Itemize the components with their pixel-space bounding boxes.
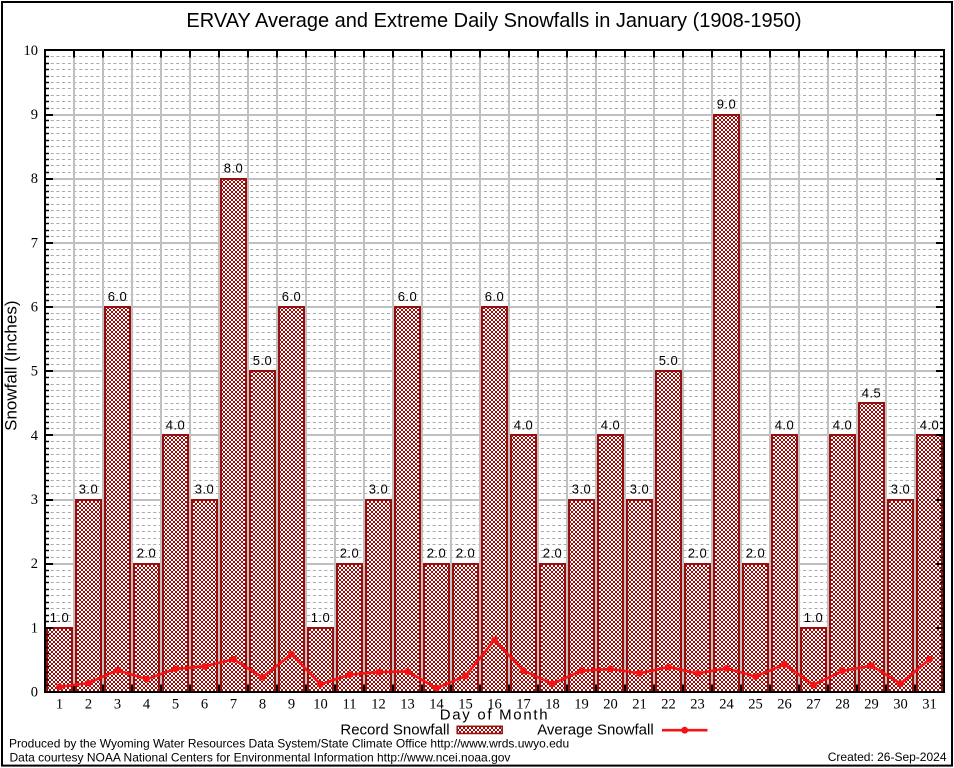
svg-text:5: 5: [31, 364, 38, 380]
svg-text:1.0: 1.0: [804, 610, 824, 625]
svg-text:6.0: 6.0: [485, 289, 505, 304]
svg-text:3: 3: [114, 697, 121, 713]
svg-text:15: 15: [458, 697, 473, 713]
svg-text:ERVAY Average and Extreme Dail: ERVAY Average and Extreme Daily Snowfall…: [186, 10, 801, 32]
svg-text:12: 12: [371, 697, 386, 713]
svg-text:2.0: 2.0: [688, 546, 708, 561]
svg-text:4.0: 4.0: [166, 417, 186, 432]
svg-text:17: 17: [516, 697, 531, 713]
svg-text:Record Snowfall: Record Snowfall: [340, 722, 449, 739]
svg-text:20: 20: [603, 697, 618, 713]
svg-text:7: 7: [230, 697, 237, 713]
svg-text:4.0: 4.0: [833, 417, 853, 432]
svg-text:Produced by the Wyoming Water: Produced by the Wyoming Water Resources …: [9, 736, 569, 750]
svg-text:4: 4: [143, 697, 151, 713]
svg-text:28: 28: [835, 697, 850, 713]
svg-text:3.0: 3.0: [369, 482, 389, 497]
svg-text:4.0: 4.0: [775, 417, 795, 432]
svg-text:6.0: 6.0: [282, 289, 302, 304]
svg-text:6.0: 6.0: [108, 289, 128, 304]
svg-text:2.0: 2.0: [746, 546, 766, 561]
svg-text:23: 23: [690, 697, 705, 713]
svg-text:21: 21: [632, 697, 647, 713]
svg-text:1: 1: [56, 697, 63, 713]
svg-text:2: 2: [85, 697, 92, 713]
svg-text:1.0: 1.0: [50, 610, 70, 625]
svg-text:1.0: 1.0: [311, 610, 331, 625]
svg-text:11: 11: [343, 697, 357, 713]
svg-text:5.0: 5.0: [253, 353, 273, 368]
svg-text:6.0: 6.0: [398, 289, 418, 304]
svg-text:1: 1: [31, 620, 38, 636]
svg-text:8: 8: [31, 171, 38, 187]
svg-text:0: 0: [31, 685, 38, 701]
svg-text:Created: 26-Sep-2024: Created: 26-Sep-2024: [828, 750, 947, 764]
svg-text:4: 4: [31, 428, 39, 444]
svg-text:27: 27: [806, 697, 821, 713]
svg-text:26: 26: [777, 697, 792, 713]
svg-text:16: 16: [487, 697, 502, 713]
svg-text:3.0: 3.0: [572, 482, 592, 497]
svg-text:Average Snowfall: Average Snowfall: [537, 722, 653, 739]
svg-text:6: 6: [31, 300, 38, 316]
svg-text:4.0: 4.0: [601, 417, 621, 432]
svg-text:7: 7: [31, 235, 38, 251]
svg-text:5: 5: [172, 697, 179, 713]
svg-text:4.5: 4.5: [862, 385, 882, 400]
svg-text:9: 9: [288, 697, 295, 713]
svg-text:13: 13: [400, 697, 415, 713]
svg-text:Snowfall (Inches): Snowfall (Inches): [2, 301, 21, 431]
svg-text:18: 18: [545, 697, 560, 713]
svg-text:10: 10: [313, 697, 328, 713]
svg-text:3.0: 3.0: [891, 482, 911, 497]
svg-text:3: 3: [31, 492, 38, 508]
svg-text:4.0: 4.0: [920, 417, 940, 432]
svg-text:30: 30: [893, 697, 908, 713]
svg-text:2.0: 2.0: [137, 546, 157, 561]
svg-text:19: 19: [574, 697, 589, 713]
svg-text:6: 6: [201, 697, 208, 713]
svg-text:8: 8: [259, 697, 266, 713]
svg-text:10: 10: [24, 43, 39, 59]
svg-text:14: 14: [429, 697, 444, 713]
svg-text:22: 22: [661, 697, 676, 713]
svg-text:Day of Month: Day of Month: [440, 707, 550, 724]
svg-text:Data courtesy NOAA National Ce: Data courtesy NOAA National Centers for …: [10, 750, 511, 764]
svg-text:8.0: 8.0: [224, 161, 244, 176]
svg-text:2: 2: [31, 556, 38, 572]
svg-text:29: 29: [864, 697, 879, 713]
svg-text:3.0: 3.0: [79, 482, 99, 497]
svg-text:2.0: 2.0: [456, 546, 476, 561]
svg-text:5.0: 5.0: [659, 353, 679, 368]
svg-text:9.0: 9.0: [717, 97, 737, 112]
svg-text:4.0: 4.0: [514, 417, 534, 432]
svg-text:9: 9: [31, 107, 38, 123]
svg-text:2.0: 2.0: [427, 546, 447, 561]
svg-text:25: 25: [748, 697, 763, 713]
svg-text:24: 24: [719, 697, 734, 713]
svg-text:31: 31: [922, 697, 937, 713]
svg-text:2.0: 2.0: [340, 546, 360, 561]
svg-text:3.0: 3.0: [195, 482, 215, 497]
svg-text:3.0: 3.0: [630, 482, 650, 497]
svg-text:2.0: 2.0: [543, 546, 563, 561]
